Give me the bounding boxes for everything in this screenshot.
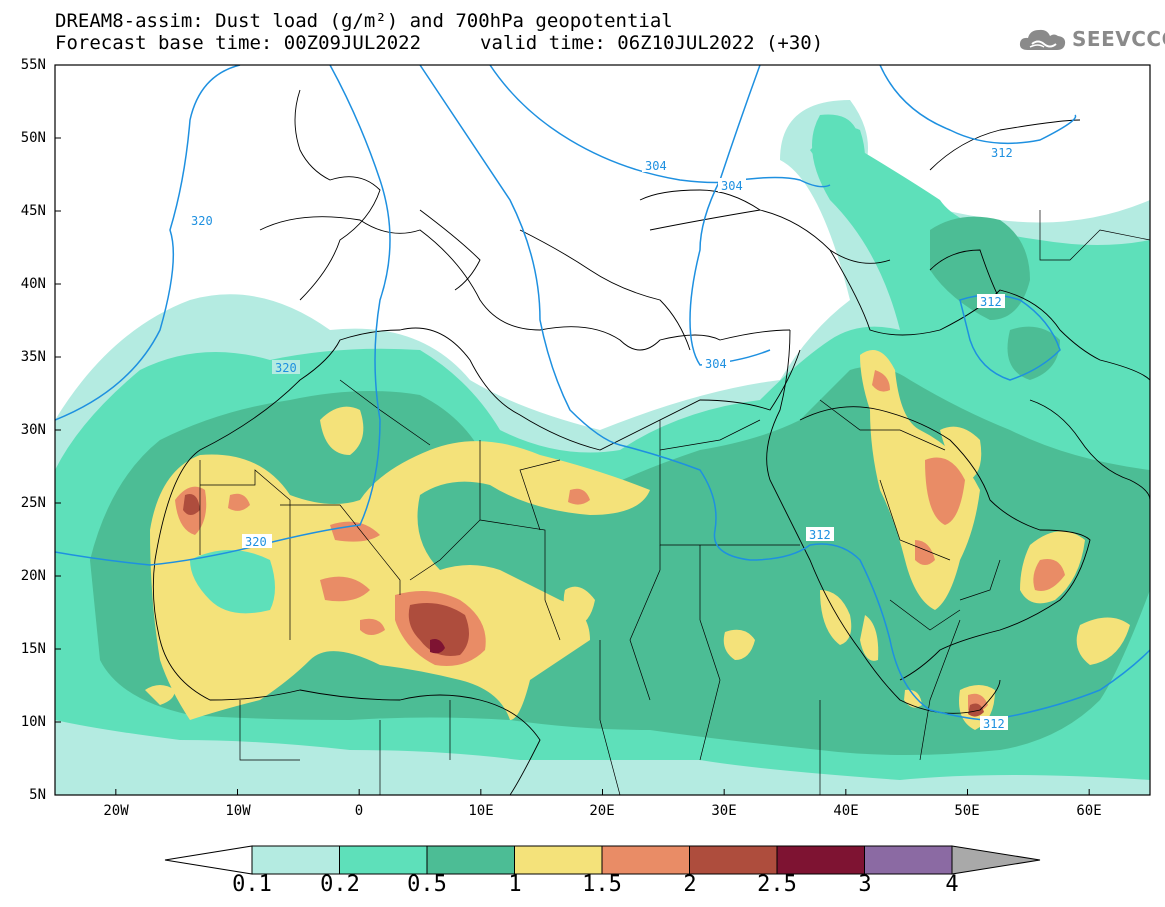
colorbar-label: 0.5 [407,872,447,897]
lon-label: 20E [589,803,615,819]
lon-label: 40E [833,803,859,819]
lat-label: 50N [20,130,46,146]
lon-label: 0 [354,803,364,819]
contour-label-304c: 304 [705,357,727,371]
forecast-base-time: Forecast base time: 00Z09JUL2022 [55,32,422,54]
colorbar-label: 2.5 [757,872,797,897]
colorbar-label: 3 [858,872,872,897]
contour-label-304b: 304 [721,179,743,193]
lon-label: 10W [225,803,251,819]
contour-label-312d: 312 [983,717,1005,731]
lon-label: 20W [103,803,129,819]
lon-label: 10E [468,803,494,819]
contour-label-320c: 320 [245,535,267,549]
colorbar-segment [251,845,340,875]
logo-text: SEEVCCC [1072,27,1165,51]
contour-label-304a: 304 [645,159,667,173]
dust-field-2.5 [430,639,445,654]
contour-label-312b: 312 [980,295,1002,309]
geopotential-contours [55,65,1150,721]
colorbar-segment [426,845,515,875]
lat-label: 25N [20,495,46,511]
colorbar-segment [514,845,603,875]
lat-label: 20N [20,568,46,584]
valid-time: valid time: 06Z10JUL2022 (+30) [480,32,824,54]
axis-ticks [55,64,1090,796]
political-borders [199,210,1150,795]
colorbar-segment [776,845,865,875]
lat-label: 55N [20,57,46,73]
coastlines-and-borders [152,89,1150,795]
cloud-icon [1019,29,1066,50]
lat-label: 45N [20,203,46,219]
colorbar-label: 0.2 [320,872,360,897]
lat-label: 35N [20,349,46,365]
lat-label: 15N [20,641,46,657]
lon-label: 50E [954,803,980,819]
lon-label: 30E [711,803,737,819]
contour-label-320b: 320 [275,361,297,375]
colorbar-segment [689,845,778,875]
colorbar-segment [864,845,953,875]
lat-label: 40N [20,276,46,292]
lat-label: 5N [29,787,46,803]
colorbar-label: 0.1 [232,872,272,897]
colorbar-label: 1 [508,872,522,897]
colorbar-label: 1.5 [582,872,622,897]
colorbar-segment [601,845,690,875]
colorbar-segment [339,845,428,875]
lat-label: 10N [20,714,46,730]
colorbar-label: 4 [945,872,959,897]
contour-labels: 320 320 320 304 304 304 312 312 312 312 [188,145,1016,731]
seevccc-logo: SEEVCCC [1018,26,1165,52]
colorbar [164,845,1041,875]
map-title: DREAM8-assim: Dust load (g/m²) and 700hP… [55,10,673,32]
lon-label: 60E [1076,803,1102,819]
colorbar-right-arrow [951,845,1041,875]
contour-label-320a: 320 [191,214,213,228]
contour-label-312c: 312 [809,528,831,542]
colorbar-label: 2 [683,872,697,897]
colorbar-left-arrow [164,845,253,875]
dust-field-2 [183,494,984,717]
lat-label: 30N [20,422,46,438]
contour-label-312a: 312 [991,146,1013,160]
